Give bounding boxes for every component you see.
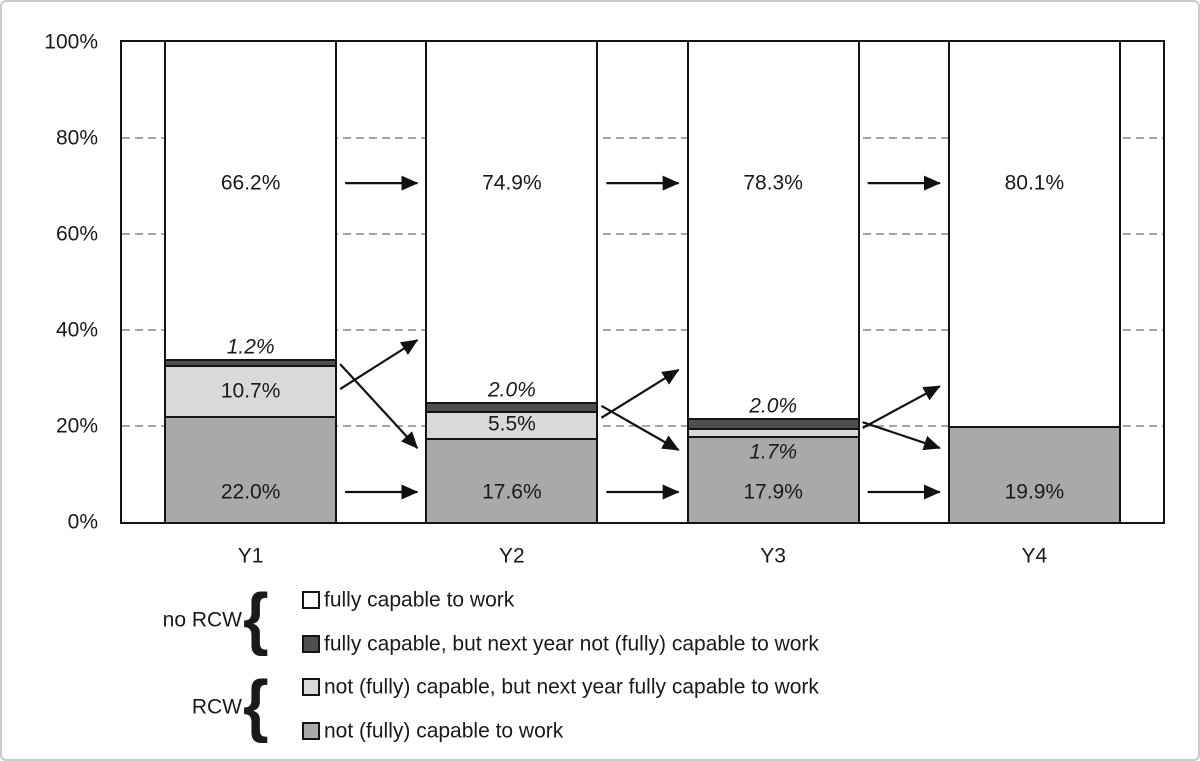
bar-segment-Y3-not_capable bbox=[688, 436, 858, 522]
y-axis-tick-label: 20% bbox=[55, 414, 98, 438]
y-axis-tick-label: 40% bbox=[55, 318, 98, 342]
segment-label: 74.9% bbox=[482, 171, 542, 195]
segment-label: 2.0% bbox=[749, 394, 798, 418]
segment-label: 78.3% bbox=[743, 171, 803, 195]
bar-segment-Y2-not_capable bbox=[427, 437, 597, 522]
legend-swatch bbox=[302, 678, 320, 696]
bar-segment-Y4-not_capable bbox=[949, 426, 1119, 522]
legend-swatch bbox=[302, 591, 320, 609]
legend-swatch bbox=[302, 722, 320, 740]
segment-label: 17.9% bbox=[743, 480, 803, 504]
bar-segment-Y1-not_capable bbox=[166, 416, 336, 522]
x-axis-label-Y3: Y3 bbox=[760, 544, 786, 568]
legend-item-label: fully capable, but next year not (fully)… bbox=[324, 632, 819, 656]
segment-label: 66.2% bbox=[220, 171, 281, 195]
segment-label: 19.9% bbox=[1004, 480, 1065, 504]
legend-brace: { bbox=[243, 578, 269, 656]
segment-label: 80.1% bbox=[1004, 171, 1065, 195]
segment-label: 2.0% bbox=[487, 378, 536, 402]
legend-item-label: not (fully) capable to work bbox=[324, 719, 564, 743]
bar-segment-Y1-to_capable bbox=[166, 365, 336, 417]
gridline bbox=[122, 233, 1163, 235]
flow-arrow bbox=[600, 368, 680, 419]
legend-group-label: RCW bbox=[191, 695, 242, 719]
bar-Y4 bbox=[947, 40, 1121, 524]
legend-item-label: fully capable to work bbox=[324, 588, 515, 612]
bar-segment-Y2-to_capable bbox=[427, 411, 597, 438]
y-axis-tick-label: 0% bbox=[67, 510, 98, 534]
bar-segment-Y2-to_not_capable bbox=[427, 401, 597, 412]
bar-segment-Y3-to_not_capable bbox=[688, 418, 858, 428]
flow-arrow bbox=[339, 363, 419, 449]
bar-segment-Y3-to_capable bbox=[688, 427, 858, 437]
flow-arrow bbox=[862, 385, 941, 429]
y-axis-tick-label: 100% bbox=[44, 30, 98, 54]
flow-arrow bbox=[600, 404, 680, 451]
segment-label: 1.2% bbox=[226, 335, 275, 359]
flow-arrow bbox=[339, 339, 419, 390]
bar-Y2 bbox=[425, 40, 599, 524]
y-axis-tick-label: 80% bbox=[55, 126, 98, 150]
x-axis-label-Y1: Y1 bbox=[237, 544, 264, 568]
gridline bbox=[122, 137, 1163, 139]
segment-label: 17.6% bbox=[482, 480, 542, 504]
legend-brace: { bbox=[243, 665, 269, 743]
legend-group-label: no RCW bbox=[162, 608, 242, 632]
segment-label: 1.7% bbox=[749, 440, 798, 464]
gridline bbox=[122, 329, 1163, 331]
y-axis-tick-label: 60% bbox=[55, 222, 98, 246]
bar-Y1 bbox=[164, 40, 338, 524]
x-axis-label-Y4: Y4 bbox=[1021, 544, 1048, 568]
x-axis-label-Y2: Y2 bbox=[499, 544, 525, 568]
segment-label: 10.7% bbox=[220, 379, 281, 403]
legend-item-label: not (fully) capable, but next year fully… bbox=[324, 675, 819, 699]
segment-label: 5.5% bbox=[487, 412, 536, 436]
bar-segment-Y1-to_not_capable bbox=[166, 359, 336, 366]
bar-Y3 bbox=[686, 40, 860, 524]
segment-label: 22.0% bbox=[220, 480, 281, 504]
legend-swatch bbox=[302, 635, 320, 653]
